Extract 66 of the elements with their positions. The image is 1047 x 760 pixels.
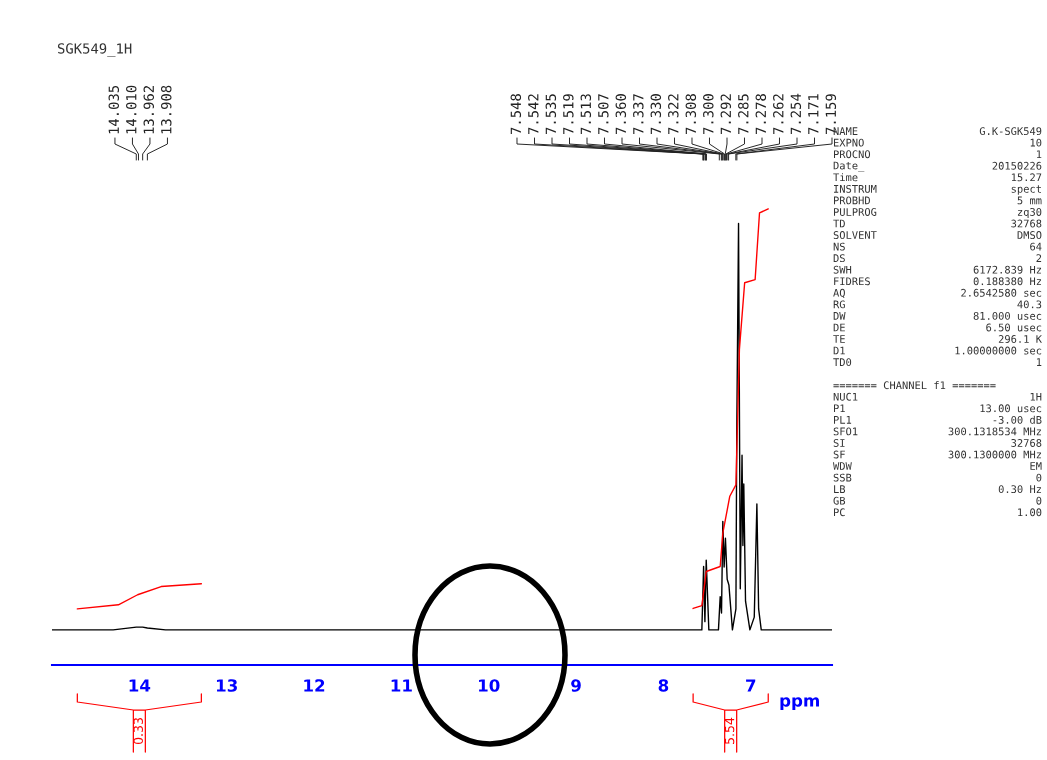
annotation: 7.285 [738, 94, 749, 135]
text: DW 81.000 usec [833, 311, 1042, 320]
text: DE 6.50 usec [833, 323, 1042, 332]
text: SF 300.1300000 MHz [833, 450, 1042, 459]
text: 5.54 [725, 717, 735, 744]
text: SSB 0 [833, 473, 1042, 482]
annotation: 7.548 [510, 94, 522, 135]
annotation: 7.278 [755, 94, 767, 135]
text: LB 0.30 Hz [834, 485, 1042, 494]
annotation: 14.010 [126, 85, 137, 134]
text: SOLVENT DMSO [833, 231, 1042, 239]
annotation: 7.535 [545, 94, 557, 135]
x-tick-label: 9 [571, 679, 581, 692]
annotation: 13.962 [143, 86, 155, 134]
text: ======= CHANNEL f1 ======= [833, 381, 996, 390]
x-tick-label: 7 [746, 679, 756, 692]
annotation: 7.330 [650, 94, 662, 135]
annotation: 7.507 [598, 94, 609, 135]
chart-title: SGK549_1H [57, 43, 132, 57]
text: FIDRES 0.188380 Hz [834, 277, 1042, 286]
text: PULPROG zq30 [834, 208, 1042, 218]
annotation: 7.300 [703, 94, 714, 135]
text: GB 0 [833, 496, 1042, 505]
x-axis-title: ppm [780, 697, 819, 711]
text: WDW EM [833, 462, 1042, 470]
annotation: 7.513 [580, 94, 592, 135]
text: INSTRUM spect [834, 184, 1041, 195]
text: SFO1 300.1318534 MHz [833, 427, 1042, 436]
text: EXPNO 10 [834, 138, 1042, 147]
x-tick-label: 10 [479, 679, 500, 692]
text: TE 296.1 K [833, 335, 1042, 343]
annotation: 7.542 [528, 94, 539, 135]
annotation: 7.262 [773, 94, 784, 135]
text: SI 32768 [833, 439, 1042, 447]
text: AQ 2.6542580 sec [833, 288, 1042, 298]
text: Date_ 20150226 [833, 161, 1042, 172]
annotation: 7.254 [790, 93, 802, 135]
annotation: 7.322 [668, 94, 679, 135]
text: Time 15.27 [833, 173, 1042, 182]
text: PROCNO 1 [834, 150, 1042, 159]
text: TD 32768 [833, 219, 1042, 228]
text: PC 1.00 [834, 508, 1042, 517]
x-tick-label: 8 [658, 679, 669, 692]
annotation: 13.908 [161, 85, 172, 134]
annotation: 7.519 [563, 94, 574, 135]
x-tick-label: 11 [391, 679, 412, 692]
annotation: 7.171 [808, 94, 819, 135]
text: DS 2 [833, 254, 1042, 263]
text: NUC1 1H [833, 392, 1042, 401]
text: TD0 1 [833, 358, 1042, 367]
annotation: 7.360 [615, 94, 627, 135]
annotation: 7.337 [633, 94, 644, 135]
annotation: 7.292 [720, 94, 732, 135]
x-tick-label: 14 [129, 679, 151, 692]
text: 0.33 [133, 718, 143, 745]
text: PL1 -3.00 dB [834, 415, 1042, 424]
text: RG 40.3 [833, 300, 1042, 309]
text: NS 64 [833, 242, 1042, 251]
x-tick-label: 12 [304, 679, 325, 692]
text: D1 1.00000000 sec [833, 346, 1042, 355]
text: P1 13.00 usec [834, 404, 1042, 413]
text: PROBHD 5 mm [834, 196, 1042, 205]
annotation: 14.035 [108, 85, 120, 134]
text: SWH 6172.839 Hz [833, 265, 1042, 274]
annotation: 7.308 [685, 94, 697, 135]
x-tick-label: 13 [216, 679, 237, 692]
